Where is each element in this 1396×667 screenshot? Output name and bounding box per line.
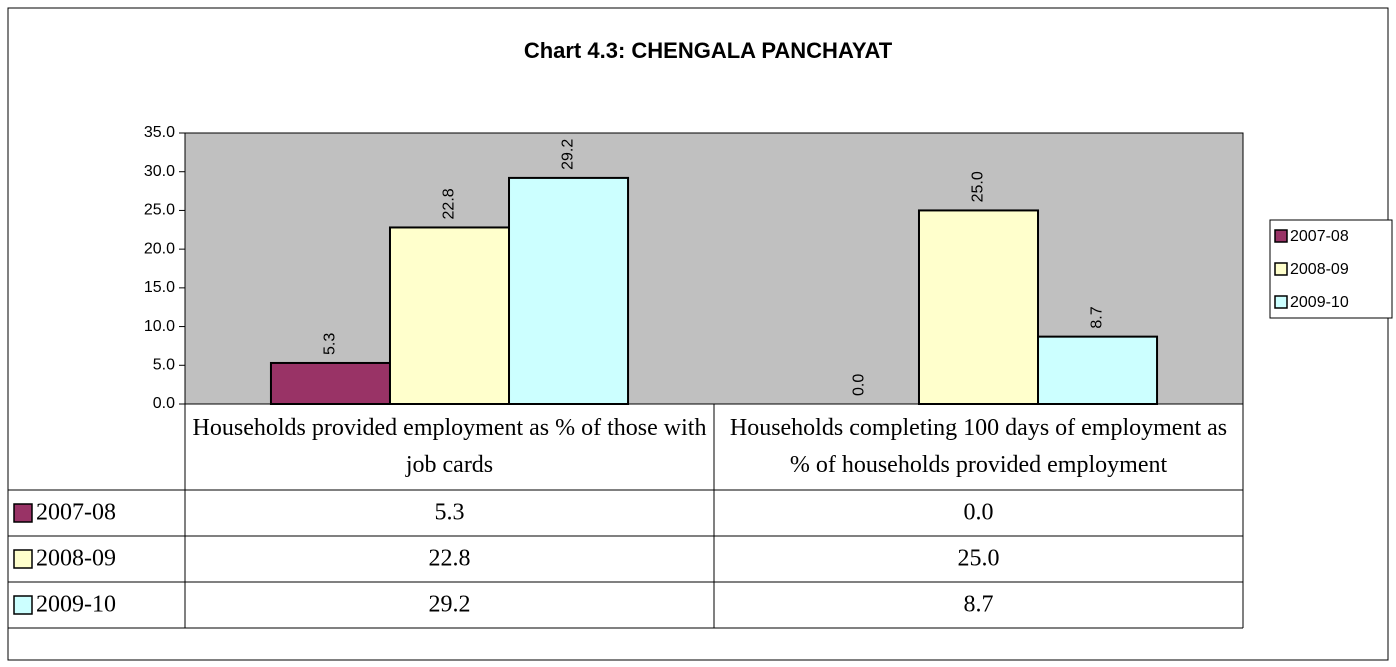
legend-swatch [1274,295,1288,309]
y-tick-label: 25.0 [144,202,175,219]
table-legend-swatch [13,595,33,615]
bar [269,361,391,406]
y-tick-label: 20.0 [144,240,175,257]
y-tick-label: 30.0 [144,163,175,180]
table-cell: 25.0 [958,546,1000,572]
table-cell: 8.7 [964,592,994,618]
y-tick-label: 5.0 [153,357,175,374]
legend-swatch [1274,229,1288,243]
data-label: 0.0 [851,374,868,396]
legend-swatch [1274,262,1288,276]
table-cell: 5.3 [435,500,465,526]
data-label: 8.7 [1089,306,1106,328]
table-row-label: 2009-10 [36,592,116,618]
table-cell: 22.8 [429,546,471,572]
table-legend-swatch [13,503,33,523]
data-label: 29.2 [560,139,577,170]
y-tick-label: 0.0 [153,395,175,412]
legend-label: 2009-10 [1290,294,1349,311]
table-row-label: 2008-09 [36,546,116,572]
table-legend-swatch [13,549,33,569]
bar [917,209,1040,405]
bar [388,226,511,405]
legend-label: 2008-09 [1290,261,1349,278]
legend-label: 2007-08 [1290,228,1349,245]
data-label: 25.0 [970,171,987,202]
data-label: 22.8 [441,188,458,219]
legend-box [1269,219,1393,319]
y-tick-label: 10.0 [144,318,175,335]
table-row-label: 2007-08 [36,500,116,526]
bar [508,176,630,405]
table-cell: 29.2 [429,592,471,618]
category-label: Households completing 100 days of employ… [729,415,1228,478]
table-cell: 0.0 [964,500,994,526]
bar [1037,335,1159,405]
chart-title: Chart 4.3: CHENGALA PANCHAYAT [524,38,893,63]
data-label: 5.3 [322,333,339,355]
y-tick-label: 15.0 [144,279,175,296]
y-tick-label: 35.0 [144,124,175,141]
category-label: Households provided employment as % of t… [192,415,707,478]
